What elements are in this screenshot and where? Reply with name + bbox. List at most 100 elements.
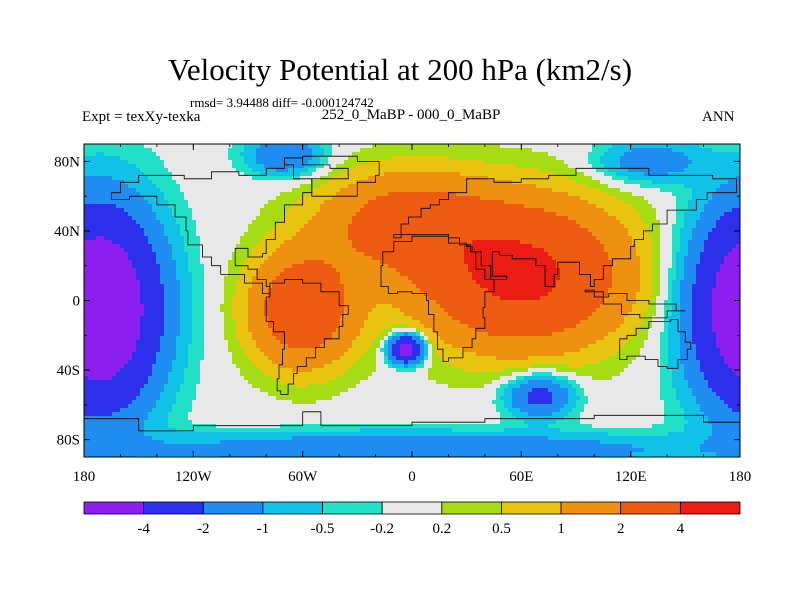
field-cell — [248, 216, 253, 221]
field-cell — [300, 180, 305, 185]
field-cell — [580, 168, 585, 173]
field-cell — [332, 212, 337, 217]
field-cell — [248, 232, 253, 237]
field-cell — [572, 192, 577, 197]
field-cell — [360, 196, 365, 201]
field-cell — [552, 172, 557, 177]
field-cell — [192, 236, 197, 241]
field-cell — [284, 200, 289, 205]
field-cell — [176, 164, 181, 169]
field-cell — [184, 160, 189, 165]
field-cell — [312, 244, 317, 249]
field-cell — [252, 252, 257, 257]
field-cell — [160, 236, 165, 241]
field-cell — [648, 172, 653, 177]
field-cell — [252, 156, 257, 161]
field-cell — [404, 192, 409, 197]
field-cell — [548, 164, 553, 169]
field-cell — [652, 148, 657, 153]
field-cell — [112, 148, 117, 153]
field-cell — [272, 176, 277, 181]
field-cell — [664, 208, 669, 213]
field-cell — [680, 188, 685, 193]
field-cell — [596, 196, 601, 201]
field-cell — [292, 176, 297, 181]
field-cell — [96, 168, 101, 173]
field-cell — [144, 220, 149, 225]
field-cell — [696, 232, 701, 237]
field-cell — [592, 152, 597, 157]
field-cell — [492, 228, 497, 233]
field-cell — [728, 236, 733, 241]
field-cell — [440, 228, 445, 233]
field-cell — [128, 224, 133, 229]
field-cell — [536, 204, 541, 209]
field-cell — [404, 216, 409, 221]
field-cell — [88, 228, 93, 233]
field-cell — [352, 192, 357, 197]
field-cell — [164, 252, 169, 257]
field-cell — [240, 152, 245, 157]
field-cell — [276, 236, 281, 241]
field-cell — [300, 160, 305, 165]
field-cell — [204, 160, 209, 165]
field-cell — [232, 184, 237, 189]
field-cell — [212, 204, 217, 209]
field-cell — [556, 160, 561, 165]
field-cell — [288, 220, 293, 225]
field-cell — [540, 216, 545, 221]
field-cell — [196, 256, 201, 261]
field-cell — [212, 244, 217, 249]
field-cell — [268, 228, 273, 233]
field-cell — [612, 212, 617, 217]
field-cell — [356, 232, 361, 237]
field-cell — [424, 216, 429, 221]
field-cell — [320, 240, 325, 245]
field-cell — [720, 144, 725, 149]
field-cell — [440, 188, 445, 193]
field-cell — [248, 252, 253, 257]
field-cell — [548, 244, 553, 249]
field-cell — [504, 176, 509, 181]
field-cell — [340, 224, 345, 229]
field-cell — [472, 240, 477, 245]
field-cell — [316, 152, 321, 157]
field-cell — [372, 228, 377, 233]
field-cell — [200, 152, 205, 157]
field-cell — [164, 256, 169, 261]
field-cell — [528, 212, 533, 217]
field-cell — [372, 208, 377, 213]
field-cell — [660, 260, 665, 265]
field-cell — [188, 168, 193, 173]
field-cell — [124, 164, 129, 169]
field-cell — [120, 260, 125, 265]
field-cell — [732, 216, 737, 221]
field-cell — [692, 204, 697, 209]
field-cell — [172, 180, 177, 185]
field-cell — [580, 196, 585, 201]
field-cell — [388, 196, 393, 201]
field-cell — [152, 244, 157, 249]
field-cell — [280, 176, 285, 181]
field-cell — [584, 212, 589, 217]
field-cell — [544, 156, 549, 161]
field-cell — [140, 236, 145, 241]
field-cell — [700, 236, 705, 241]
field-cell — [340, 232, 345, 237]
field-cell — [696, 148, 701, 153]
field-cell — [648, 216, 653, 221]
field-cell — [460, 236, 465, 241]
field-cell — [452, 156, 457, 161]
field-cell — [280, 200, 285, 205]
field-cell — [316, 208, 321, 213]
field-cell — [676, 248, 681, 253]
field-cell — [564, 176, 569, 181]
field-cell — [140, 216, 145, 221]
field-cell — [584, 152, 589, 157]
field-cell — [508, 260, 513, 265]
field-cell — [504, 172, 509, 177]
field-cell — [380, 180, 385, 185]
field-cell — [228, 180, 233, 185]
field-cell — [100, 180, 105, 185]
field-cell — [664, 248, 669, 253]
